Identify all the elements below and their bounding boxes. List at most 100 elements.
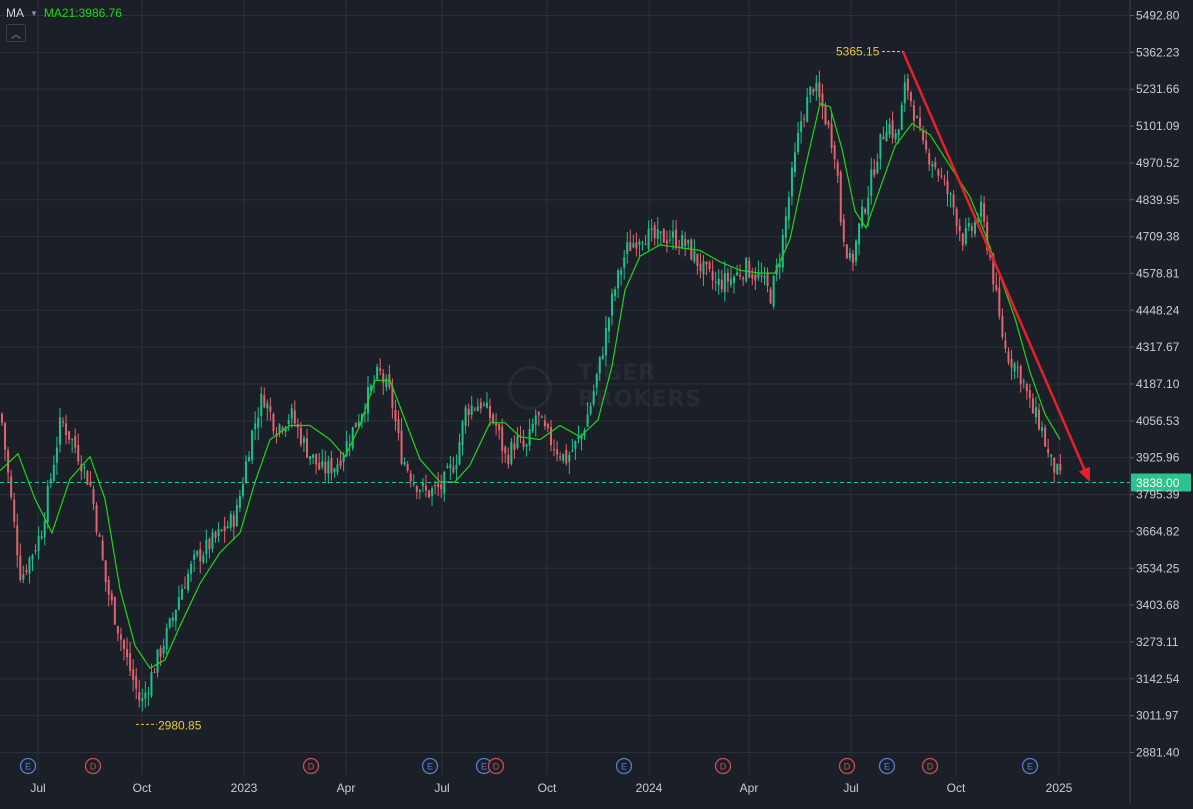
y-tick-label: 3011.97 [1136,709,1179,723]
candle-body [656,229,659,239]
candle-body [1019,365,1022,385]
candle-body [696,253,699,267]
candle-body [553,449,556,451]
candle-body [986,221,989,250]
y-tick-label: 4317.67 [1136,340,1180,354]
candle-body [226,526,229,528]
candle-body [665,240,668,244]
event-marker-label: D [308,762,315,772]
candle-body [595,374,598,388]
candle-body [1001,315,1004,338]
candle-body [190,563,193,574]
candle-body [40,536,43,539]
candle-body [1059,464,1062,471]
candle-body [492,414,495,423]
candle-body [184,587,186,589]
candle-body [763,275,766,279]
candle-body [19,555,22,580]
y-tick-label: 5362.23 [1136,45,1180,59]
candle-body [1016,367,1019,369]
candle-body [790,167,793,197]
candle-body [1031,398,1034,414]
candle-body [123,640,125,650]
candle-body [37,536,40,552]
trend-arrow [901,51,1090,482]
candle-body [629,242,632,251]
candle-body [1010,358,1013,368]
candle-body [733,276,735,283]
current-price-tag [1131,473,1191,492]
indicator-label[interactable]: MA [6,6,24,20]
candle-body [452,466,455,473]
candle-body [34,550,37,552]
candle-body [604,327,607,356]
candle-body [504,447,507,454]
candle-body [778,263,781,268]
candle-body [312,454,315,458]
candle-body [525,444,528,447]
candle-body [964,228,967,244]
candle-body [742,277,745,280]
y-tick-label: 2881.40 [1136,746,1180,760]
candle-body [126,649,129,658]
candle-body [653,225,656,239]
candle-body [229,514,232,528]
low-marker-label: 2980.85 [158,718,202,732]
ma-value: MA21:3986.76 [43,6,122,20]
candle-body [144,692,147,699]
candle-body [876,161,879,174]
candle-body [708,262,711,270]
candle-body [302,437,305,443]
candle-body [1022,380,1025,382]
candle-body [571,450,574,452]
event-marker-label: D [844,762,851,772]
candle-body [635,242,638,249]
candle-body [611,293,613,316]
candle-body [937,169,940,176]
candle-body [421,483,424,487]
event-marker-label: E [481,762,487,772]
y-tick-label: 4187.10 [1136,377,1180,391]
candle-body [138,692,141,701]
candle-body [855,240,857,262]
trend-arrow-head [1078,466,1090,482]
candle-body [607,318,610,332]
candle-body [43,520,46,538]
candle-body [1025,384,1028,391]
candle-body [592,391,595,405]
candle-body [684,239,687,247]
candle-body [540,416,543,418]
candle-body [818,82,821,98]
candle-body [199,549,202,562]
candle-body [467,408,470,416]
candle-body [83,466,86,469]
candle-body [769,289,772,304]
candle-body [537,411,540,416]
candle-body [528,429,531,446]
candle-body [946,180,949,194]
candle-body [168,618,171,628]
candle-body [293,410,296,424]
candle-body [931,164,934,167]
y-tick-label: 3142.54 [1136,672,1180,686]
candle-body [116,626,119,634]
candle-body [824,105,827,125]
candle-body [1028,390,1031,398]
candle-body [1,413,3,423]
candle-body [238,496,241,509]
candle-body [644,243,647,245]
candle-body [546,423,549,428]
indicator-dropdown-icon[interactable]: ▼ [30,8,38,18]
candle-body [382,373,385,384]
candle-body [162,646,165,654]
candle-body [1041,427,1044,432]
collapse-button[interactable]: ︿ [6,24,26,42]
candle-body [214,532,217,538]
candle-body [510,441,513,464]
candle-body [424,486,427,491]
y-tick-label: 3403.68 [1136,598,1180,612]
candle-body [720,279,723,290]
candle-body [867,197,870,215]
